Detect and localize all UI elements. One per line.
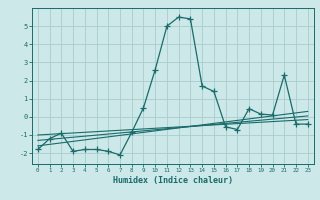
X-axis label: Humidex (Indice chaleur): Humidex (Indice chaleur) [113, 176, 233, 185]
